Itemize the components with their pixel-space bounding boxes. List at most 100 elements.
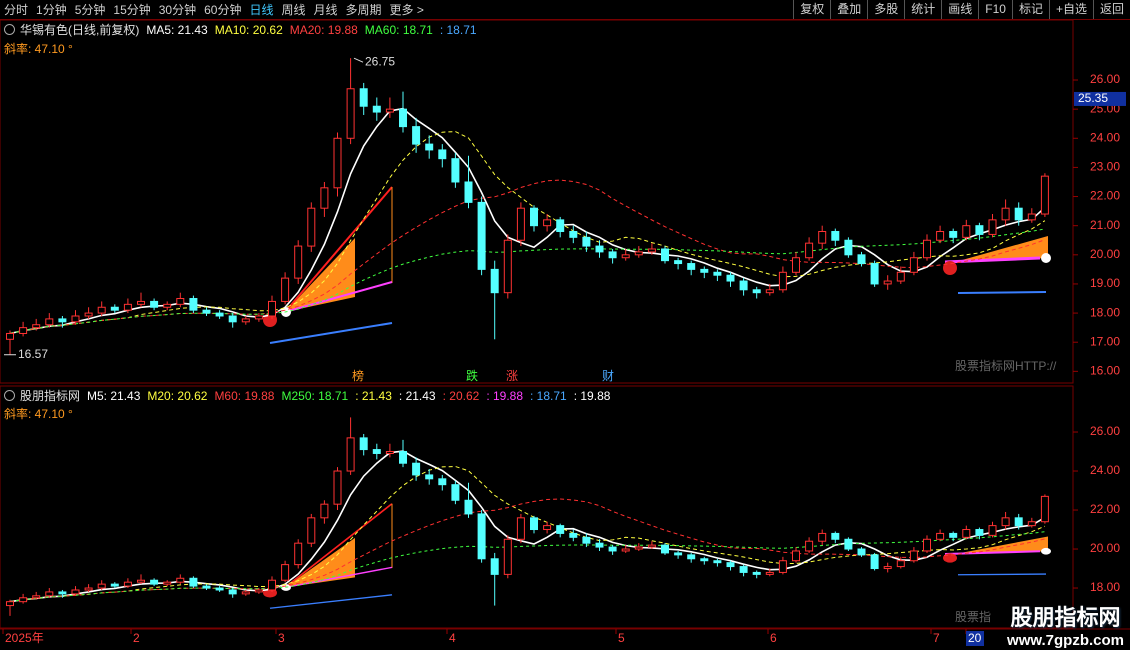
y-tick-label: 23.00 [1090,160,1120,174]
candle-body [58,318,67,323]
candle-body [936,532,945,540]
candle-body [477,201,486,270]
tool-button[interactable]: 复权 [793,0,830,19]
candle-body [176,577,185,583]
x-highlight [966,631,984,646]
y-tick-label: 22.00 [1090,502,1120,516]
candle-body [215,587,224,591]
candle-body [713,560,722,564]
period-tab[interactable]: 30分钟 [158,3,197,17]
candle-body [870,263,879,285]
ma-line [9,228,1045,334]
candle-body [621,548,630,552]
candle-body [870,554,879,570]
x-tick-label: 4 [449,631,456,645]
candle-body [1014,207,1023,221]
candle-body [569,231,578,238]
candle-body [202,585,211,589]
tool-button[interactable]: 统计 [904,0,941,19]
candle-body [621,254,630,259]
x-tick-label: 2 [133,631,140,645]
tool-button[interactable]: 多股 [867,0,904,19]
candle-body [752,571,761,575]
ma-line [9,450,1046,603]
period-tab[interactable]: 分时 [4,3,29,17]
period-tab[interactable]: 更多 > [389,3,424,17]
y-tick-label: 16.00 [1090,364,1120,378]
slope-top: 斜率: 47.10 ° [4,42,73,56]
legend-bottom: 股朋指标网 M5: 21.43 M20: 20.62 M60: 19.88 M250: … [4,387,617,404]
candle-body [228,315,237,323]
candle-body [634,251,643,256]
tool-button[interactable]: 标记 [1011,0,1049,19]
candle-body [739,566,748,573]
candle-body [713,271,722,276]
legend-item: : 21.43 [355,388,392,403]
candle-body [844,239,853,256]
candle-body [385,451,394,454]
candle-body [307,517,316,544]
candle-body [805,242,814,259]
logo-url: www.7gpzb.com [1007,632,1124,649]
tool-button[interactable]: 画线 [941,0,978,19]
candle-body [726,562,735,568]
tool-button[interactable]: F10 [978,0,1012,19]
candle-body [412,126,421,145]
tool-button[interactable]: +自选 [1048,0,1093,19]
tool-button[interactable]: 叠加 [830,0,867,19]
period-tab[interactable]: 15分钟 [113,3,151,17]
y-tick-label: 24.00 [1090,130,1120,144]
candle-body [818,532,827,542]
candle-body [425,474,434,480]
legend-item: : 21.43 [398,388,436,403]
candle-body [6,601,14,607]
period-tab[interactable]: 1分钟 [36,3,67,17]
candle-body [451,158,460,183]
y-tick-label: 19.00 [1090,276,1120,290]
period-tab[interactable]: 月线 [313,3,338,17]
candle-body [6,332,14,340]
candle-body [792,550,800,562]
candle-body [32,595,41,599]
candle-body [844,538,853,550]
candle-body [254,589,263,593]
y-tick-label: 18.00 [1090,305,1120,319]
period-tab[interactable]: 多周期 [345,3,382,17]
event-marker: 榜 [352,368,364,383]
candle-body [896,560,905,568]
candle-body [150,579,159,585]
candle-body [490,558,499,575]
y-tick-label: 18.00 [1090,580,1120,594]
candle-body [294,542,303,566]
period-tab[interactable]: 60分钟 [204,3,242,17]
legend-item: : 20.62 [442,388,480,403]
candle-body [150,300,159,308]
slope-bottom: 斜率: 47.10 ° [4,407,73,421]
candle-body [346,437,355,472]
annotation: 16.57 [18,347,48,361]
legend-top: 华锡有色(日线,前复权) MA5: 21.43 MA10: 20.62 MA20: 1… [4,21,484,38]
candle-body [792,257,800,273]
candle-body [530,207,538,227]
y-tick-label: 21.00 [1090,218,1120,232]
candle-body [268,300,276,317]
candle-body [399,108,407,128]
tool-button[interactable]: 返回 [1092,0,1130,19]
legend-item: MA5: 21.43 [146,22,208,37]
legend-item: : 18.71 [439,22,477,37]
candle-body [543,219,552,227]
candle-body [45,591,54,597]
legend-item: : 19.88 [573,388,611,403]
x-tick-label: 7 [933,631,940,645]
candle-body [412,462,421,476]
candle-body [661,248,669,262]
period-tab[interactable]: 5分钟 [74,3,106,17]
candle-body [372,449,381,454]
period-tab[interactable]: 周线 [281,3,306,17]
candle-body [346,88,355,139]
candle-body [438,149,447,160]
candle-body [700,268,709,273]
period-tab[interactable]: 日线 [249,3,274,17]
